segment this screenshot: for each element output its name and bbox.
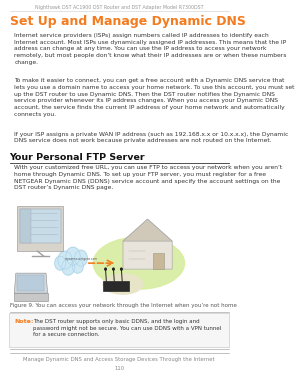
Text: The DST router supports only basic DDNS, and the login and
password might not be: The DST router supports only basic DDNS,… (33, 319, 222, 338)
FancyBboxPatch shape (14, 293, 48, 301)
Polygon shape (123, 219, 172, 241)
Text: 110: 110 (114, 366, 124, 371)
Text: Your Personal FTP Server: Your Personal FTP Server (10, 153, 145, 162)
FancyBboxPatch shape (153, 253, 164, 269)
FancyBboxPatch shape (20, 209, 31, 243)
Circle shape (62, 259, 75, 275)
FancyBboxPatch shape (20, 209, 61, 243)
FancyBboxPatch shape (17, 206, 64, 251)
Circle shape (58, 251, 72, 269)
FancyBboxPatch shape (17, 275, 44, 291)
Text: Set Up and Manage Dynamic DNS: Set Up and Manage Dynamic DNS (10, 15, 245, 28)
Polygon shape (14, 273, 48, 293)
Text: Figure 9. You can access your network through the Internet when you’re not home: Figure 9. You can access your network th… (10, 303, 236, 308)
Ellipse shape (103, 274, 143, 294)
Ellipse shape (93, 237, 184, 289)
Text: With your customized free URL, you can use FTP to access your network when you a: With your customized free URL, you can u… (14, 165, 283, 190)
Text: myname.netgear.com: myname.netgear.com (65, 257, 98, 261)
Circle shape (72, 259, 83, 273)
FancyBboxPatch shape (103, 281, 128, 291)
Circle shape (121, 268, 122, 270)
FancyBboxPatch shape (9, 313, 229, 347)
Circle shape (75, 250, 87, 266)
Circle shape (55, 256, 66, 270)
Circle shape (66, 247, 80, 265)
Text: Manage Dynamic DNS and Access Storage Devices Through the Internet: Manage Dynamic DNS and Access Storage De… (23, 357, 215, 362)
Polygon shape (123, 219, 172, 269)
Circle shape (113, 268, 114, 270)
Text: If your ISP assigns a private WAN IP address (such as 192.168.x.x or 10.x.x.x), : If your ISP assigns a private WAN IP add… (14, 132, 289, 143)
Text: To make it easier to connect, you can get a free account with a Dynamic DNS serv: To make it easier to connect, you can ge… (14, 78, 295, 117)
Text: Internet service providers (ISPs) assign numbers called IP addresses to identify: Internet service providers (ISPs) assign… (14, 33, 287, 65)
Text: Note:: Note: (14, 319, 34, 324)
Circle shape (105, 268, 106, 270)
Text: Nighthawk DST AC1900 DST Router and DST Adapter Model R7300DST: Nighthawk DST AC1900 DST Router and DST … (35, 5, 203, 10)
